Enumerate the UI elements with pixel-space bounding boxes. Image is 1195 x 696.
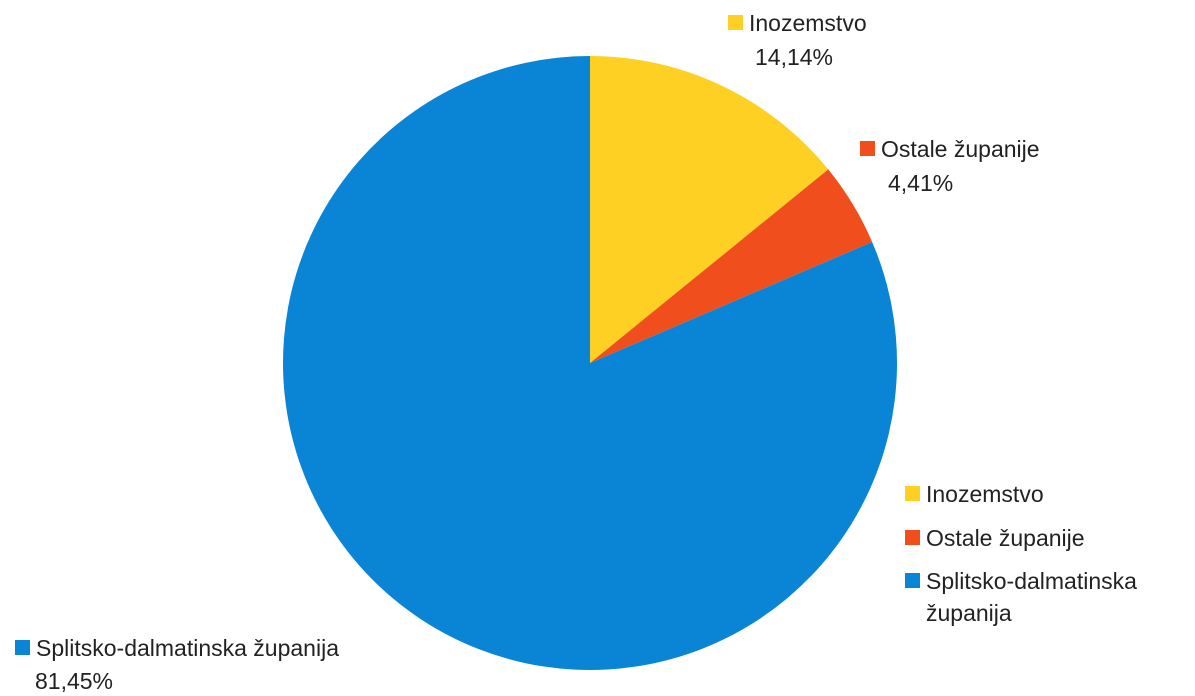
label-swatch <box>860 141 875 156</box>
legend-item: Ostale županije <box>905 522 1195 554</box>
data-label: Splitsko-dalmatinska županija <box>15 633 339 663</box>
data-value: 4,41% <box>888 170 954 196</box>
legend-label: Ostale županije <box>926 525 1085 551</box>
label-name: Inozemstvo <box>749 10 867 36</box>
data-value: 81,45% <box>35 668 114 694</box>
pie-slice <box>590 56 829 363</box>
label-swatch <box>15 640 30 655</box>
legend-swatch <box>905 486 920 501</box>
legend-item: Inozemstvo <box>905 478 1195 510</box>
legend-label: Splitsko-dalmatinska županija <box>926 568 1137 626</box>
pie-slice <box>282 56 897 670</box>
data-label: Inozemstvo <box>728 8 867 38</box>
legend-item: Splitsko-dalmatinska županija <box>905 565 1195 629</box>
label-name: Splitsko-dalmatinska županija <box>36 635 339 661</box>
legend-swatch <box>905 530 920 545</box>
label-swatch <box>728 15 743 30</box>
pie-slice <box>590 169 873 363</box>
legend-label: Inozemstvo <box>926 481 1044 507</box>
label-name: Ostale županije <box>881 136 1040 162</box>
legend-swatch <box>905 573 920 588</box>
data-value: 14,14% <box>755 44 834 70</box>
data-label: Ostale županije <box>860 134 1040 164</box>
